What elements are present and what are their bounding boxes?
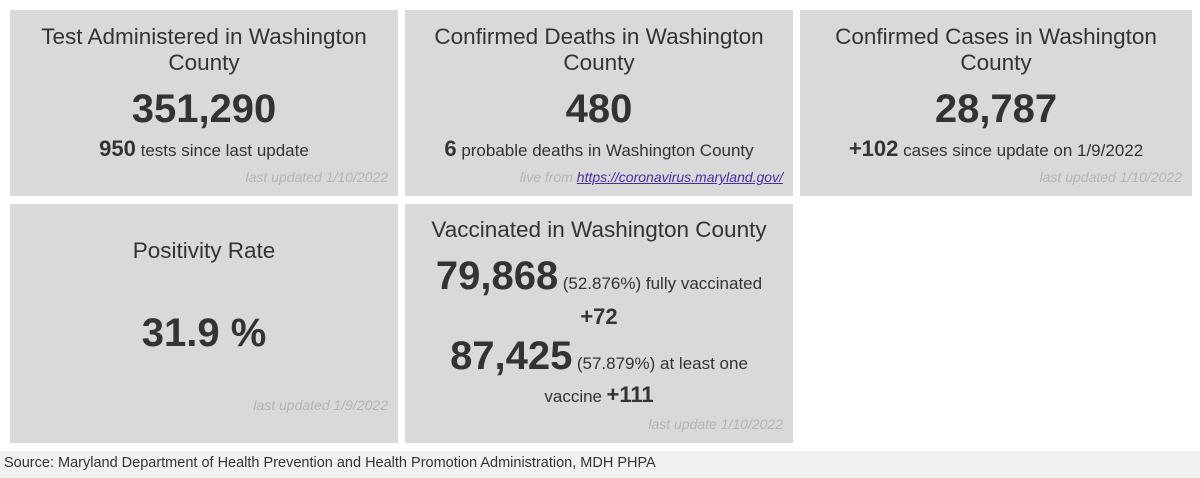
deaths-source-link[interactable]: https://coronavirus.maryland.gov/ bbox=[576, 169, 783, 185]
source-text: Source: Maryland Department of Health Pr… bbox=[4, 455, 656, 471]
vaccinated-updated: last update 1/10/2022 bbox=[648, 416, 783, 432]
vaccinated-card: Vaccinated in Washington County 79,868 (… bbox=[405, 204, 793, 443]
one-dose-delta-line: vaccine +111 bbox=[405, 382, 793, 408]
tests-delta-text: tests since last update bbox=[140, 141, 309, 160]
one-dose-text: (57.879%) at least one bbox=[576, 354, 748, 373]
fully-vaccinated-value: 79,868 bbox=[435, 254, 559, 298]
positivity-card: Positivity Rate 31.9 % last updated 1/9/… bbox=[10, 204, 398, 443]
deaths-delta-line: 6 probable deaths in Washington County bbox=[405, 138, 793, 162]
cases-delta-line: +102 cases since update on 1/9/2022 bbox=[800, 138, 1192, 162]
deaths-delta-text: probable deaths in Washington County bbox=[461, 141, 754, 160]
tests-value: 351,290 bbox=[131, 87, 277, 131]
tests-delta: 950 bbox=[99, 136, 136, 161]
cases-delta-text: cases since update on 1/9/2022 bbox=[903, 141, 1144, 160]
positivity-updated: last updated 1/9/2022 bbox=[253, 397, 388, 413]
vaccinated-title: Vaccinated in Washington County bbox=[431, 217, 767, 242]
deaths-source-prefix: live from bbox=[519, 169, 573, 185]
tests-card: Test Administered in Washington County 3… bbox=[10, 10, 398, 196]
cases-updated: last updated 1/10/2022 bbox=[1039, 169, 1182, 185]
positivity-value: 31.9 % bbox=[141, 311, 267, 355]
deaths-source: live from https://coronavirus.maryland.g… bbox=[520, 169, 783, 185]
tests-updated: last updated 1/10/2022 bbox=[245, 169, 388, 185]
one-dose-value: 87,425 bbox=[450, 334, 573, 378]
fully-vaccinated-text: (52.876%) fully vaccinated bbox=[562, 274, 763, 293]
deaths-title: Confirmed Deaths in Washington County bbox=[434, 24, 764, 75]
deaths-value: 480 bbox=[565, 87, 633, 131]
cases-card: Confirmed Cases in Washington County 28,… bbox=[800, 10, 1192, 196]
tests-delta-line: 950 tests since last update bbox=[10, 138, 398, 162]
one-dose-text-2: vaccine bbox=[544, 387, 603, 406]
deaths-card: Confirmed Deaths in Washington County 48… bbox=[405, 10, 793, 196]
cases-value: 28,787 bbox=[934, 87, 1058, 131]
tests-title: Test Administered in Washington County bbox=[41, 24, 367, 75]
deaths-delta: 6 bbox=[444, 136, 457, 161]
one-dose-delta: +111 bbox=[606, 382, 654, 407]
positivity-title: Positivity Rate bbox=[132, 238, 276, 263]
fully-vaccinated-delta: +72 bbox=[580, 304, 618, 329]
fully-vaccinated-delta-line: +72 bbox=[405, 304, 793, 330]
cases-title: Confirmed Cases in Washington County bbox=[835, 24, 1157, 75]
one-dose-line: 87,425 (57.879%) at least one bbox=[405, 334, 793, 379]
source-footer: Source: Maryland Department of Health Pr… bbox=[0, 451, 1200, 478]
cases-delta: +102 bbox=[848, 136, 899, 161]
fully-vaccinated-line: 79,868 (52.876%) fully vaccinated bbox=[405, 254, 793, 299]
